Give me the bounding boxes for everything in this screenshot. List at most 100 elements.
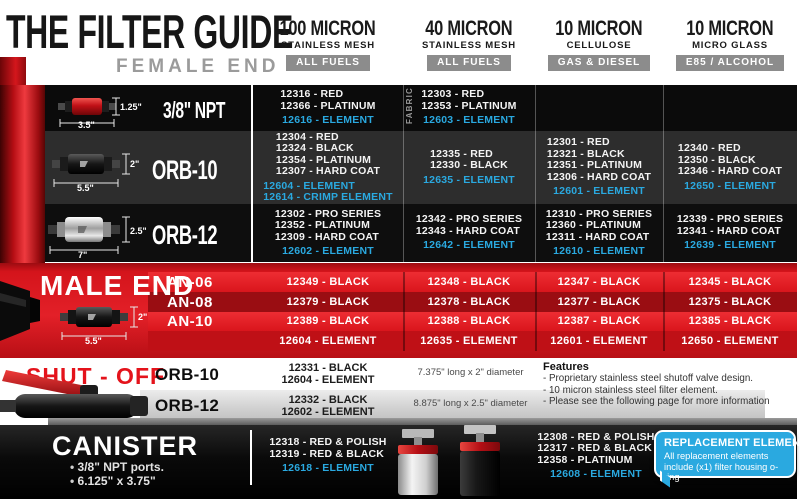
parts-cell: 12340 - RED 12350 - BLACK 12346 - HARD COA… bbox=[663, 131, 797, 204]
canister-bullet: 6.125" x 3.75" bbox=[70, 474, 156, 488]
column-title: 10 MICRON bbox=[555, 17, 643, 40]
row-orb12 bbox=[45, 204, 797, 262]
section-edge bbox=[48, 418, 797, 425]
part-number: 12352 - PLATINUM bbox=[274, 219, 371, 231]
part-number: 12331 - BLACK bbox=[288, 362, 368, 374]
part-number: 12346 - HARD COAT bbox=[677, 165, 783, 177]
parts-cell: 12303 - RED 12353 - PLATINUM 12603 - ELEM… bbox=[403, 85, 535, 131]
part-number: 12602 - ELEMENT bbox=[282, 245, 374, 257]
red-filter-photo bbox=[0, 85, 45, 263]
parts-cell: 12342 - PRO SERIES 12343 - HARD COAT 1264… bbox=[403, 204, 535, 262]
part-number: 12345 - BLACK bbox=[688, 276, 772, 288]
part-number: 12304 - RED bbox=[275, 130, 339, 143]
part-number: 12360 - PLATINUM bbox=[545, 219, 642, 231]
column-divider bbox=[663, 272, 665, 351]
feature-item: - Please see the following page for more… bbox=[543, 396, 770, 407]
part-number: 12309 - HARD COAT bbox=[274, 230, 379, 243]
features-block: Features - Proprietary stainless steel s… bbox=[543, 361, 798, 408]
dim-length: 7" bbox=[78, 250, 87, 258]
dim-length: 5.5" bbox=[85, 336, 102, 345]
part-number: 12349 - BLACK bbox=[286, 276, 370, 288]
row-orb10 bbox=[45, 131, 797, 204]
part-number: 12332 - BLACK bbox=[288, 394, 368, 406]
dim-height: 2" bbox=[138, 312, 147, 322]
fabric-note: FABRIC bbox=[405, 87, 414, 124]
red-filter-photo-top bbox=[0, 57, 26, 85]
parts-cell: 12310 - PRO SERIES 12360 - PLATINUM 12311 … bbox=[535, 204, 663, 262]
parts-cell: 12335 - RED 12330 - BLACK 12635 - ELEMENT bbox=[403, 131, 535, 204]
part-number: 12307 - HARD COAT bbox=[275, 165, 381, 177]
part-number: 12354 - PLATINUM bbox=[275, 153, 372, 166]
an06-label: AN-06 bbox=[167, 274, 213, 291]
page-subtitle: FEMALE END bbox=[116, 56, 280, 77]
fuel-badge: ALL FUELS bbox=[427, 55, 511, 71]
orb12-shutoff-band bbox=[140, 390, 765, 419]
part-number: 12341 - HARD COAT bbox=[676, 224, 781, 237]
column-title: 40 MICRON bbox=[425, 17, 513, 40]
part-number: 12389 - BLACK bbox=[286, 315, 370, 327]
column-divider bbox=[403, 85, 404, 262]
row-label-orb12: ORB-12 bbox=[152, 220, 218, 250]
label-divider bbox=[250, 430, 252, 485]
parts-cell: 12318 - RED & POLISH 12319 - RED & BLACK … bbox=[253, 430, 403, 482]
part-number: 12358 - PLATINUM bbox=[537, 453, 633, 466]
part-number: 12614 - CRIMP ELEMENT bbox=[263, 191, 393, 203]
part-number: 12388 - BLACK bbox=[427, 315, 511, 327]
part-number: 12351 - PLATINUM bbox=[546, 159, 643, 172]
part-number: 12303 - RED bbox=[421, 88, 485, 101]
dim-height: 2.5" bbox=[130, 226, 146, 236]
column-subtitle: STAINLESS MESH bbox=[281, 40, 375, 51]
part-number: 12308 - RED & POLISH bbox=[537, 430, 655, 443]
fuel-badge: ALL FUELS bbox=[286, 55, 370, 71]
part-number: 12319 - RED & BLACK bbox=[269, 447, 385, 460]
part-number: 12618 - ELEMENT bbox=[282, 462, 374, 475]
callout-title: REPLACEMENT ELEMENTS bbox=[664, 437, 800, 449]
parts-cell: 12339 - PRO SERIES 12341 - HARD COAT 1263… bbox=[663, 204, 797, 262]
column-divider bbox=[403, 272, 405, 351]
parts-cell: 12302 - PRO SERIES 12352 - PLATINUM 12309 … bbox=[253, 204, 403, 262]
part-number: 12306 - HARD COAT bbox=[546, 170, 652, 183]
dim-length: 5.5" bbox=[77, 183, 94, 192]
fuel-badge: GAS & DIESEL bbox=[547, 55, 651, 71]
part-number: 12650 - ELEMENT bbox=[684, 179, 776, 192]
column-header-40-micron: 40 MICRON STAINLESS MESH ALL FUELS bbox=[403, 18, 535, 71]
size-note: 7.375" long x 2" diameter bbox=[417, 367, 524, 378]
parts-cell: 12316 - RED 12366 - PLATINUM 12616 - ELEM… bbox=[253, 85, 403, 131]
column-header-10-micron-cellulose: 10 MICRON CELLULOSE GAS & DIESEL bbox=[535, 18, 663, 71]
an06-band bbox=[148, 272, 797, 292]
part-number: 12321 - BLACK bbox=[546, 147, 625, 160]
shutoff-orb12-label: ORB-12 bbox=[155, 396, 220, 415]
element-number: 12604 - ELEMENT bbox=[279, 335, 377, 347]
part-number: 12343 - HARD COAT bbox=[415, 224, 520, 237]
part-number: 12335 - RED bbox=[430, 147, 493, 160]
element-number: 12604 - ELEMENT bbox=[281, 374, 375, 386]
feature-item: - Proprietary stainless steel shutoff va… bbox=[543, 373, 754, 384]
part-number: 12340 - RED bbox=[677, 142, 741, 154]
part-number: 12604 - ELEMENT bbox=[263, 179, 355, 192]
an08-band bbox=[148, 292, 797, 312]
element-number: 12602 - ELEMENT bbox=[281, 406, 375, 418]
part-number: 12347 - BLACK bbox=[557, 276, 641, 288]
part-number: 12316 - RED bbox=[280, 88, 344, 101]
orb10-filter-illustration: 2" 5.5" bbox=[52, 153, 139, 192]
column-header-10-micron-glass: 10 MICRON MICRO GLASS E85 / ALCOHOL bbox=[663, 18, 797, 71]
black-fitting-photo bbox=[0, 281, 40, 341]
row-label-npt: 3/8" NPT bbox=[163, 97, 226, 123]
parts-cell: 12308 - RED & POLISH 12317 - RED & BLACK 1… bbox=[532, 428, 660, 484]
column-subtitle: MICRO GLASS bbox=[692, 40, 768, 51]
column-subtitle: CELLULOSE bbox=[566, 40, 632, 51]
part-number: 12301 - RED bbox=[546, 136, 610, 149]
column-subtitle: STAINLESS MESH bbox=[422, 40, 516, 51]
part-number: 12603 - ELEMENT bbox=[423, 114, 515, 127]
part-number: 12366 - PLATINUM bbox=[280, 99, 376, 112]
column-divider bbox=[663, 85, 664, 262]
row-npt bbox=[45, 85, 797, 131]
canister-bullet: 3/8" NPT ports. bbox=[70, 460, 164, 474]
male-end-title: MALE END bbox=[40, 270, 195, 301]
size-note: 8.875" long x 2.5" diameter bbox=[413, 398, 528, 409]
part-number: 12324 - BLACK bbox=[275, 142, 354, 154]
element-number: 12601 - ELEMENT bbox=[550, 335, 648, 347]
part-number: 12642 - ELEMENT bbox=[423, 239, 515, 252]
part-number: 12317 - RED & BLACK bbox=[537, 442, 653, 454]
